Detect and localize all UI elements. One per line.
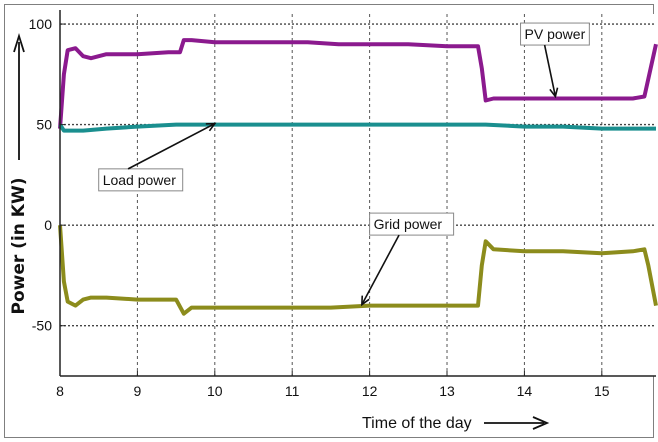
annotation-label: PV power [525,26,586,42]
y-axis-title: Power (in KW) [9,178,29,315]
y-axis-title-arrowhead [13,32,25,53]
y-tick-label: 100 [29,16,53,32]
axes [13,10,656,430]
annotation-grid-power: Grid power [361,212,455,307]
x-tick-label: 9 [134,383,142,399]
annotation-box [98,168,184,192]
x-tick-label: 11 [285,383,300,399]
x-tick-label: 12 [362,383,378,399]
series-line-load-power [58,122,656,133]
x-tick-label: 14 [517,383,533,399]
plot-background [60,14,656,376]
x-tick-label: 10 [207,383,223,399]
x-tick-label: 8 [56,383,64,399]
annotation-box [520,22,590,46]
annotations: PV power Load power Grid power [98,22,590,307]
y-tick-label: 0 [44,217,52,233]
annotation-pv-power: PV power [520,22,590,99]
series-line-pv-power [58,38,658,129]
series-line-grid-power [58,225,658,316]
y-tick-label: -50 [32,318,52,334]
tick-labels: 8 9 10 11 12 13 14 15 -50 0 50 100 [29,16,610,399]
plot-area [60,14,656,376]
series-layer [58,38,658,316]
annotation-arrow [361,234,400,305]
x-axis-title-arrowhead [532,416,550,430]
annotation-arrow [543,44,557,97]
annotation-label: Load power [103,172,177,188]
y-tick-label: 50 [36,117,52,133]
x-axis-title: Time of the day [362,415,472,432]
annotation-arrowhead [361,295,370,307]
x-tick-label: 15 [594,383,610,399]
annotation-arrowhead [205,122,217,132]
annotation-arrow [127,122,216,170]
annotation-load-power: Load power [98,122,217,192]
annotation-box [369,212,455,236]
x-tick-label: 13 [439,383,455,399]
annotation-label: Grid power [374,216,443,232]
annotation-arrowhead [549,87,559,99]
